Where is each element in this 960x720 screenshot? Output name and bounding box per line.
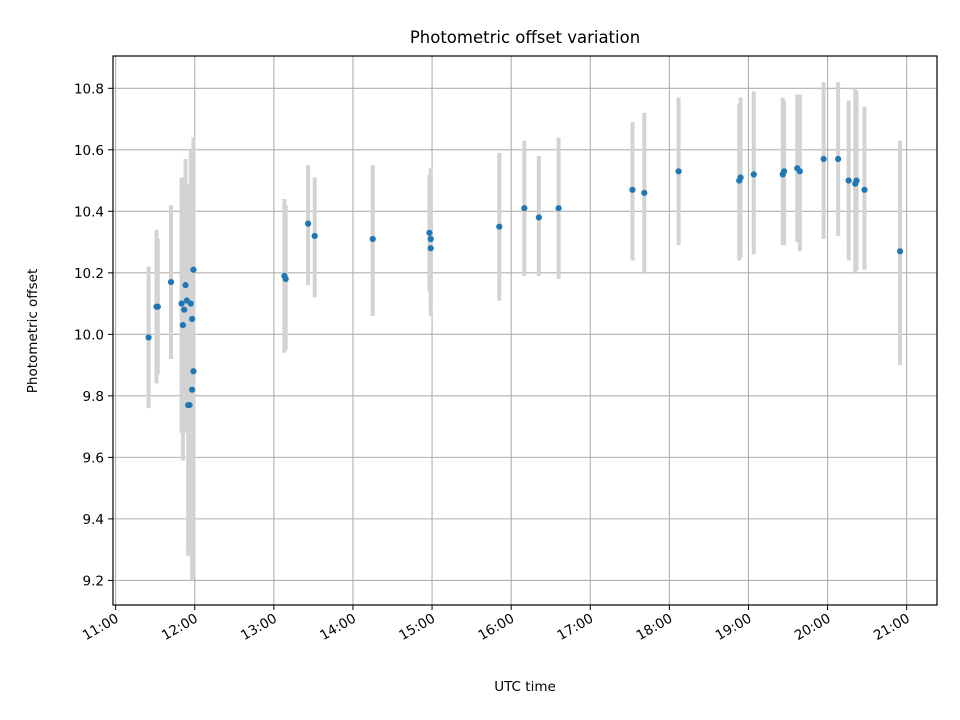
data-point [535,214,542,221]
y-tick-label: 10.6 [74,143,104,159]
axes-frame [112,55,938,606]
x-axis-label: UTC time [494,679,556,695]
plot-area: 11:00 12:00 13:00 14:00 15:00 16:00 17:00 18:00… [74,55,938,644]
y-tick-label: 9.4 [83,512,104,528]
data-point [780,168,788,175]
data-point [896,248,904,255]
data-point [190,368,197,375]
x-tick-label: 17:00 [555,611,597,644]
x-tick-label: 15:00 [396,611,438,644]
x-tick-label: 19:00 [713,611,755,644]
data-point [426,229,433,236]
data-point [187,300,194,307]
data-point [641,189,648,196]
data-point [282,275,289,283]
plot-background [113,56,937,605]
data-point [311,232,318,240]
data-point [496,223,503,230]
y-tick-label: 10.0 [74,327,104,343]
x-tick-label: 12:00 [159,611,201,644]
data-point [167,278,175,286]
x-tick-label: 11:00 [80,611,122,644]
data-point [369,235,376,243]
x-tick-label: 16:00 [475,611,517,644]
data-point [845,177,852,184]
x-tick-label: 18:00 [634,611,676,644]
x-tick-label: 14:00 [317,611,359,644]
data-point [154,303,161,310]
data-point [145,334,152,341]
data-point [796,168,803,175]
data-point [178,300,185,307]
data-point [737,174,744,181]
y-tick-label: 9.6 [83,450,104,466]
data-point [835,155,842,163]
y-tick-label: 10.2 [74,266,104,282]
y-tick-label: 9.2 [83,573,104,589]
data-point [186,401,193,409]
chart-title: Photometric offset variation [410,28,640,47]
data-point [521,205,528,212]
data-point [189,386,196,393]
x-tick-label: 13:00 [238,611,280,644]
data-point [861,186,868,193]
data-point [820,155,827,163]
data-point [182,282,189,289]
data-point [179,322,186,329]
y-tick-label: 10.4 [74,204,104,220]
data-point [190,266,197,273]
y-tick-label: 10.8 [74,81,104,97]
data-point [181,306,188,313]
data-point [427,245,434,252]
y-axis-label: Photometric offset [25,269,41,393]
data-point [189,315,196,323]
data-point [853,177,860,184]
y-tick-label: 9.8 [83,389,104,405]
data-point [750,171,757,178]
data-point [555,205,562,212]
data-point [629,186,636,193]
data-point [675,168,682,175]
data-point [427,235,434,243]
x-tick-label: 21:00 [871,611,913,644]
data-point [305,220,312,227]
x-tick-label: 20:00 [792,611,834,644]
